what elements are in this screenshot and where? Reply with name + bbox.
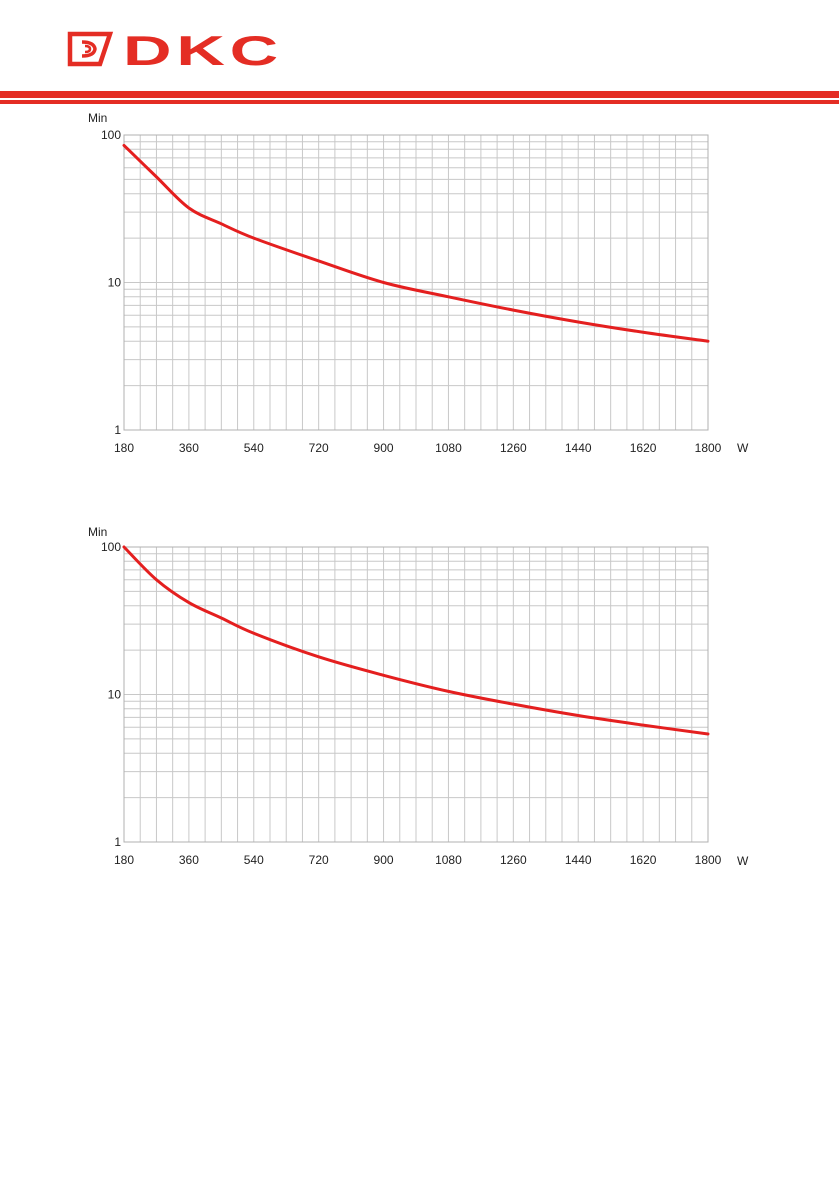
header-stripes <box>0 88 839 108</box>
series-layer <box>122 143 710 343</box>
header-stripe-top <box>0 91 839 98</box>
y-axis-ticks: 1 10 100 <box>101 128 121 437</box>
dkc-emblem-icon <box>67 31 114 67</box>
y-tick-label: 100 <box>101 540 121 554</box>
y-tick-label: 1 <box>114 835 121 849</box>
x-axis-label: W <box>737 854 749 868</box>
x-tick-label: 540 <box>244 441 264 455</box>
x-tick-label: 1800 <box>695 441 722 455</box>
plot-frame <box>123 546 709 843</box>
series-line-0 <box>122 143 710 343</box>
x-tick-label: 360 <box>179 441 199 455</box>
series-line-0 <box>122 545 710 736</box>
y-tick-label: 1 <box>114 423 121 437</box>
x-tick-label: 720 <box>309 853 329 867</box>
x-tick-label: 900 <box>374 853 394 867</box>
x-tick-label: 540 <box>244 853 264 867</box>
x-tick-label: 1620 <box>630 853 657 867</box>
x-tick-label: 1620 <box>630 441 657 455</box>
x-tick-label: 720 <box>309 441 329 455</box>
y-tick-label: 10 <box>108 276 122 290</box>
x-tick-label: 180 <box>114 441 134 455</box>
brand-name: DKC <box>123 28 283 70</box>
y-tick-label: 100 <box>101 128 121 142</box>
x-axis-label: W <box>737 441 749 455</box>
x-tick-label: 1260 <box>500 441 527 455</box>
series-layer <box>122 545 710 736</box>
dkc-logo: DKC <box>67 28 283 70</box>
x-axis-ticks: 180 360 540 720 900 1080 1260 1440 1620 1800 <box>114 441 722 455</box>
grid <box>123 546 709 843</box>
y-axis-label: Min <box>88 111 107 125</box>
plot-frame <box>123 134 709 431</box>
x-tick-label: 180 <box>114 853 134 867</box>
x-tick-label: 1440 <box>565 441 592 455</box>
y-axis-ticks: 1 10 100 <box>101 540 121 849</box>
grid <box>123 134 709 431</box>
header-stripe-bottom <box>0 100 839 104</box>
x-tick-label: 1260 <box>500 853 527 867</box>
x-tick-label: 1080 <box>435 853 462 867</box>
x-tick-label: 1080 <box>435 441 462 455</box>
x-tick-label: 360 <box>179 853 199 867</box>
x-axis-ticks: 180 360 540 720 900 1080 1260 1440 1620 1800 <box>114 853 722 867</box>
x-tick-label: 900 <box>374 441 394 455</box>
y-axis-label: Min <box>88 525 107 539</box>
x-tick-label: 1440 <box>565 853 592 867</box>
x-tick-label: 1800 <box>695 853 722 867</box>
y-tick-label: 10 <box>108 688 122 702</box>
